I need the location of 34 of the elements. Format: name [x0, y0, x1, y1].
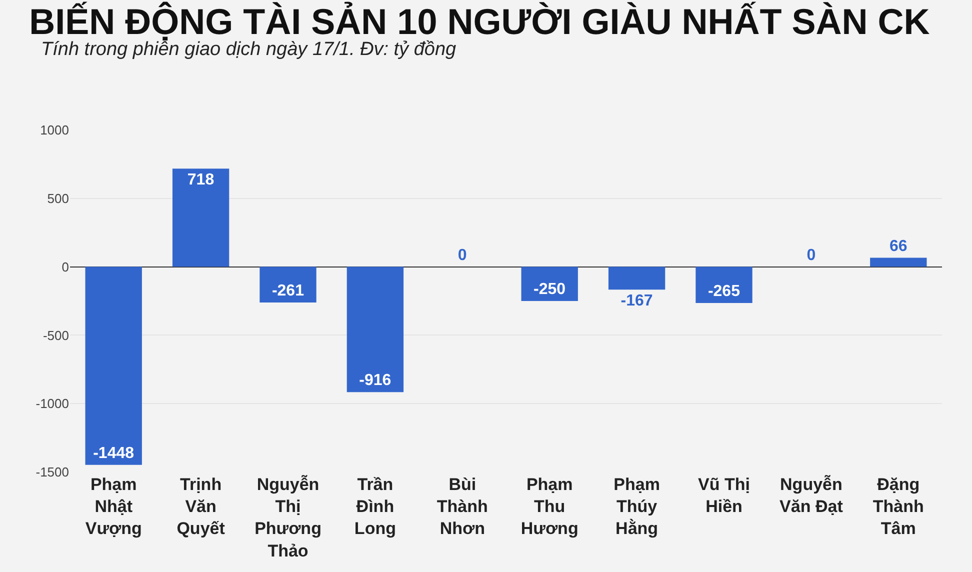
y-tick-label: -1000: [36, 396, 69, 412]
bar: [260, 266, 316, 302]
x-tick-label: Vũ Thị Hiền: [698, 475, 750, 516]
x-tick-label: Nguyễn Thị Phương Thảo: [254, 475, 322, 560]
data-label: 718: [187, 172, 214, 189]
bar: [696, 266, 752, 304]
x-tick-label: Trịnh Văn Quyết: [176, 475, 226, 538]
data-label: -265: [708, 283, 740, 300]
chart-subtitle: Tính trong phiên giao dịch ngày 17/1. Đv: tỷ đồng: [41, 39, 457, 60]
y-tick-label: 1000: [40, 122, 69, 138]
data-label: -167: [620, 292, 653, 310]
data-label: -250: [534, 281, 566, 298]
y-tick-label: -500: [42, 328, 69, 343]
x-tick-label: Trần Đình Long: [354, 475, 396, 538]
x-tick-label: Phạm Thu Hương: [520, 475, 578, 538]
bar: [608, 266, 666, 290]
x-tick-label: Phạm Nhật Vượng: [85, 475, 142, 538]
y-tick-label: -1500: [36, 464, 69, 480]
data-label: 0: [806, 246, 816, 264]
x-tick-label: Phạm Thúy Hằng: [614, 475, 660, 538]
bar: [85, 266, 142, 465]
data-label: 0: [458, 246, 467, 264]
x-tick-label: Nguyễn Văn Đạt: [780, 475, 844, 516]
data-label: -916: [359, 372, 392, 390]
bar: [172, 168, 230, 267]
data-label: -1448: [93, 444, 134, 462]
data-label: 66: [889, 238, 908, 255]
bar: [870, 258, 927, 267]
data-label: -261: [272, 282, 304, 300]
bar: [346, 266, 404, 392]
x-tick-label: Bùi Thành Nhơn: [436, 475, 488, 538]
y-tick-label: 500: [47, 190, 69, 206]
x-tick-label: Đặng Thành Tâm: [872, 475, 924, 538]
y-tick-label: 0: [62, 259, 69, 274]
